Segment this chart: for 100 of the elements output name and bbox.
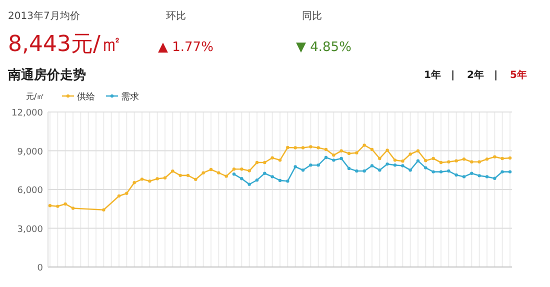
point (186, 174, 190, 178)
text: 2年 (467, 69, 484, 81)
point (408, 152, 412, 156)
y-axis-title: 元/㎡ (26, 92, 45, 101)
point (424, 166, 428, 170)
point (316, 146, 320, 150)
point (332, 154, 336, 157)
point (416, 159, 420, 162)
point (362, 169, 366, 173)
point (454, 173, 458, 177)
point (286, 146, 290, 150)
point (347, 166, 351, 170)
point (263, 160, 266, 164)
point (508, 156, 512, 160)
point (224, 174, 228, 178)
point (202, 171, 205, 174)
point (178, 174, 182, 178)
point (439, 170, 443, 174)
point (355, 151, 358, 154)
text: 2013年7月均价 (8, 10, 80, 22)
point (263, 172, 266, 175)
point (378, 168, 382, 172)
point (508, 170, 512, 174)
point (447, 160, 450, 164)
point (148, 180, 152, 183)
y-tick-label: 12,000 (12, 108, 44, 118)
point (340, 156, 343, 160)
point (485, 158, 489, 161)
y-tick-label: 9,000 (17, 147, 44, 158)
legend-label: 供给 (77, 92, 95, 102)
point (401, 164, 404, 168)
point (240, 167, 244, 171)
point (432, 156, 435, 160)
point (140, 178, 144, 181)
point (478, 160, 481, 164)
point (240, 177, 244, 180)
point (125, 192, 128, 195)
point (386, 162, 389, 166)
chart-title: 南通房价走势 (7, 67, 86, 83)
point (493, 155, 496, 158)
point (270, 156, 274, 160)
point (71, 206, 75, 210)
point (462, 175, 466, 178)
point (416, 149, 420, 152)
point (248, 169, 251, 172)
point (301, 168, 305, 172)
point (56, 204, 60, 208)
point (393, 158, 397, 162)
text: 1年 (424, 69, 441, 81)
point (278, 178, 282, 182)
point (163, 176, 167, 180)
point (370, 148, 374, 152)
point (355, 169, 358, 173)
point (424, 158, 428, 162)
point (255, 178, 259, 182)
point (102, 208, 106, 212)
legend-label: 需求 (121, 92, 139, 102)
point (362, 144, 366, 147)
text: 8,443元/㎡ (8, 32, 122, 57)
text: ▲ 1.77% (158, 40, 214, 55)
point (132, 181, 136, 184)
point (194, 178, 198, 182)
point (156, 177, 159, 180)
point (408, 168, 412, 172)
text: | (451, 70, 455, 81)
point (401, 159, 404, 163)
text: 5年 (510, 69, 527, 81)
point (386, 148, 389, 152)
text: 同比 (302, 10, 322, 22)
point (217, 171, 220, 174)
point (232, 172, 236, 176)
point (324, 148, 328, 152)
point (270, 175, 274, 178)
point (500, 170, 504, 174)
point (393, 163, 397, 167)
point (462, 158, 466, 161)
point (347, 152, 351, 156)
point (294, 165, 297, 168)
y-tick-label: 3,000 (17, 224, 44, 235)
point (447, 169, 450, 173)
point (454, 159, 458, 162)
point (171, 170, 174, 173)
point (309, 145, 312, 148)
point (209, 168, 213, 172)
point (232, 167, 236, 171)
text: | (494, 70, 498, 81)
point (117, 194, 121, 198)
point (255, 160, 259, 164)
point (500, 156, 504, 160)
point (370, 164, 374, 168)
point (309, 163, 312, 167)
point (432, 170, 435, 174)
point (332, 158, 336, 162)
point (340, 149, 343, 152)
point (470, 172, 474, 175)
point (485, 175, 489, 178)
text: ▼ 4.85% (296, 40, 352, 55)
point (324, 156, 328, 160)
point (248, 182, 251, 186)
point (439, 160, 443, 164)
